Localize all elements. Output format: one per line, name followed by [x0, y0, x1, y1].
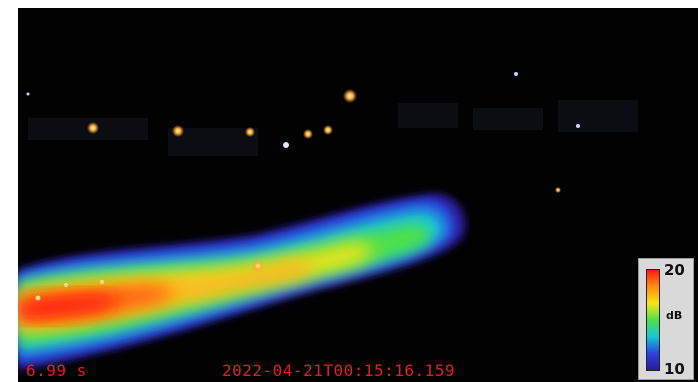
colorbar-unit-label: dB	[666, 309, 683, 322]
colorbar-max-label: 20	[664, 261, 685, 279]
elapsed-time-readout: 6.99 s	[26, 361, 87, 380]
acoustic-heatmap-overlay	[18, 72, 638, 370]
timestamp-readout: 2022-04-21T00:15:16.159	[222, 361, 456, 380]
plume-highlights	[35, 260, 264, 301]
colorbar-gradient	[646, 269, 660, 371]
colorbar-min-label: 10	[664, 360, 685, 378]
colorbar-legend: 20 dB 10	[638, 258, 694, 380]
street-lights	[26, 72, 580, 193]
noise-plume	[18, 193, 466, 370]
camera-frame: 6.99 s 2022-04-21T00:15:16.159 20 dB 10	[18, 8, 698, 382]
background-buildings	[28, 100, 638, 156]
